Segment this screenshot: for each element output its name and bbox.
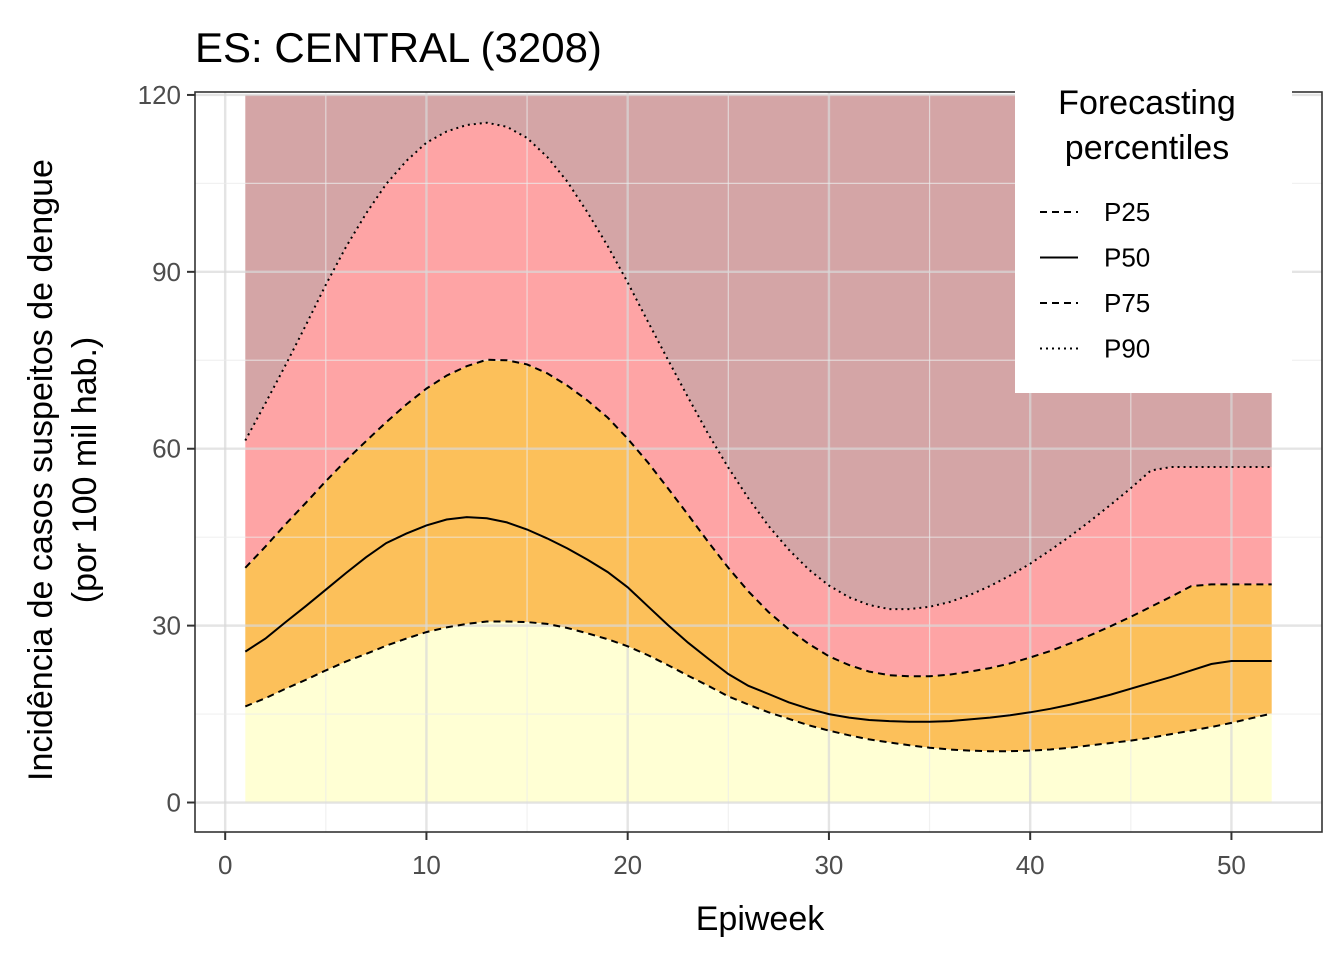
plot-border xyxy=(194,91,1323,833)
legend-label-p90: P90 xyxy=(1104,334,1150,364)
y-tick-label: 30 xyxy=(152,611,181,641)
legend-box xyxy=(1015,80,1292,393)
line-p90 xyxy=(244,121,1272,611)
legend: Forecasting percentiles P25 P50 P75 P90 xyxy=(1015,80,1292,393)
y-tick-label: 0 xyxy=(167,788,181,818)
y-tick-label: 60 xyxy=(152,434,181,464)
legend-title-line2: percentiles xyxy=(1065,129,1229,167)
y-tick-label: 120 xyxy=(138,80,181,110)
x-tick-label: 30 xyxy=(814,850,843,880)
y-axis-ticks: 0 30 60 90 120 xyxy=(138,80,195,818)
x-tick-label: 40 xyxy=(1016,850,1045,880)
y-tick-label: 90 xyxy=(152,257,181,287)
percentile-lines xyxy=(244,121,1272,753)
line-p50 xyxy=(244,516,1272,723)
y-axis-title-line1: Incidência de casos suspeitos de dengue xyxy=(22,159,60,781)
band-below-p25 xyxy=(245,621,1272,803)
x-tick-label: 10 xyxy=(412,850,441,880)
chart-title: ES: CENTRAL (3208) xyxy=(195,24,602,71)
y-axis-title: Incidência de casos suspeitos de dengue … xyxy=(22,159,104,781)
x-tick-label: 50 xyxy=(1217,850,1246,880)
legend-label-p50: P50 xyxy=(1104,243,1150,273)
line-p75 xyxy=(244,358,1272,678)
legend-entries: P25 P50 P75 P90 xyxy=(1040,197,1150,364)
legend-label-p25: P25 xyxy=(1104,197,1150,227)
x-axis-title: Epiweek xyxy=(696,900,826,938)
line-p25 xyxy=(244,620,1272,753)
y-axis-title-line2: (por 100 mil hab.) xyxy=(66,337,104,603)
band-p75-p90 xyxy=(245,122,1272,677)
legend-title-line1: Forecasting xyxy=(1058,84,1236,122)
legend-label-p75: P75 xyxy=(1104,288,1150,318)
x-axis-ticks: 0 10 20 30 40 50 xyxy=(218,832,1246,880)
x-tick-label: 20 xyxy=(613,850,642,880)
x-tick-label: 0 xyxy=(218,850,232,880)
band-p25-p75 xyxy=(245,359,1272,752)
